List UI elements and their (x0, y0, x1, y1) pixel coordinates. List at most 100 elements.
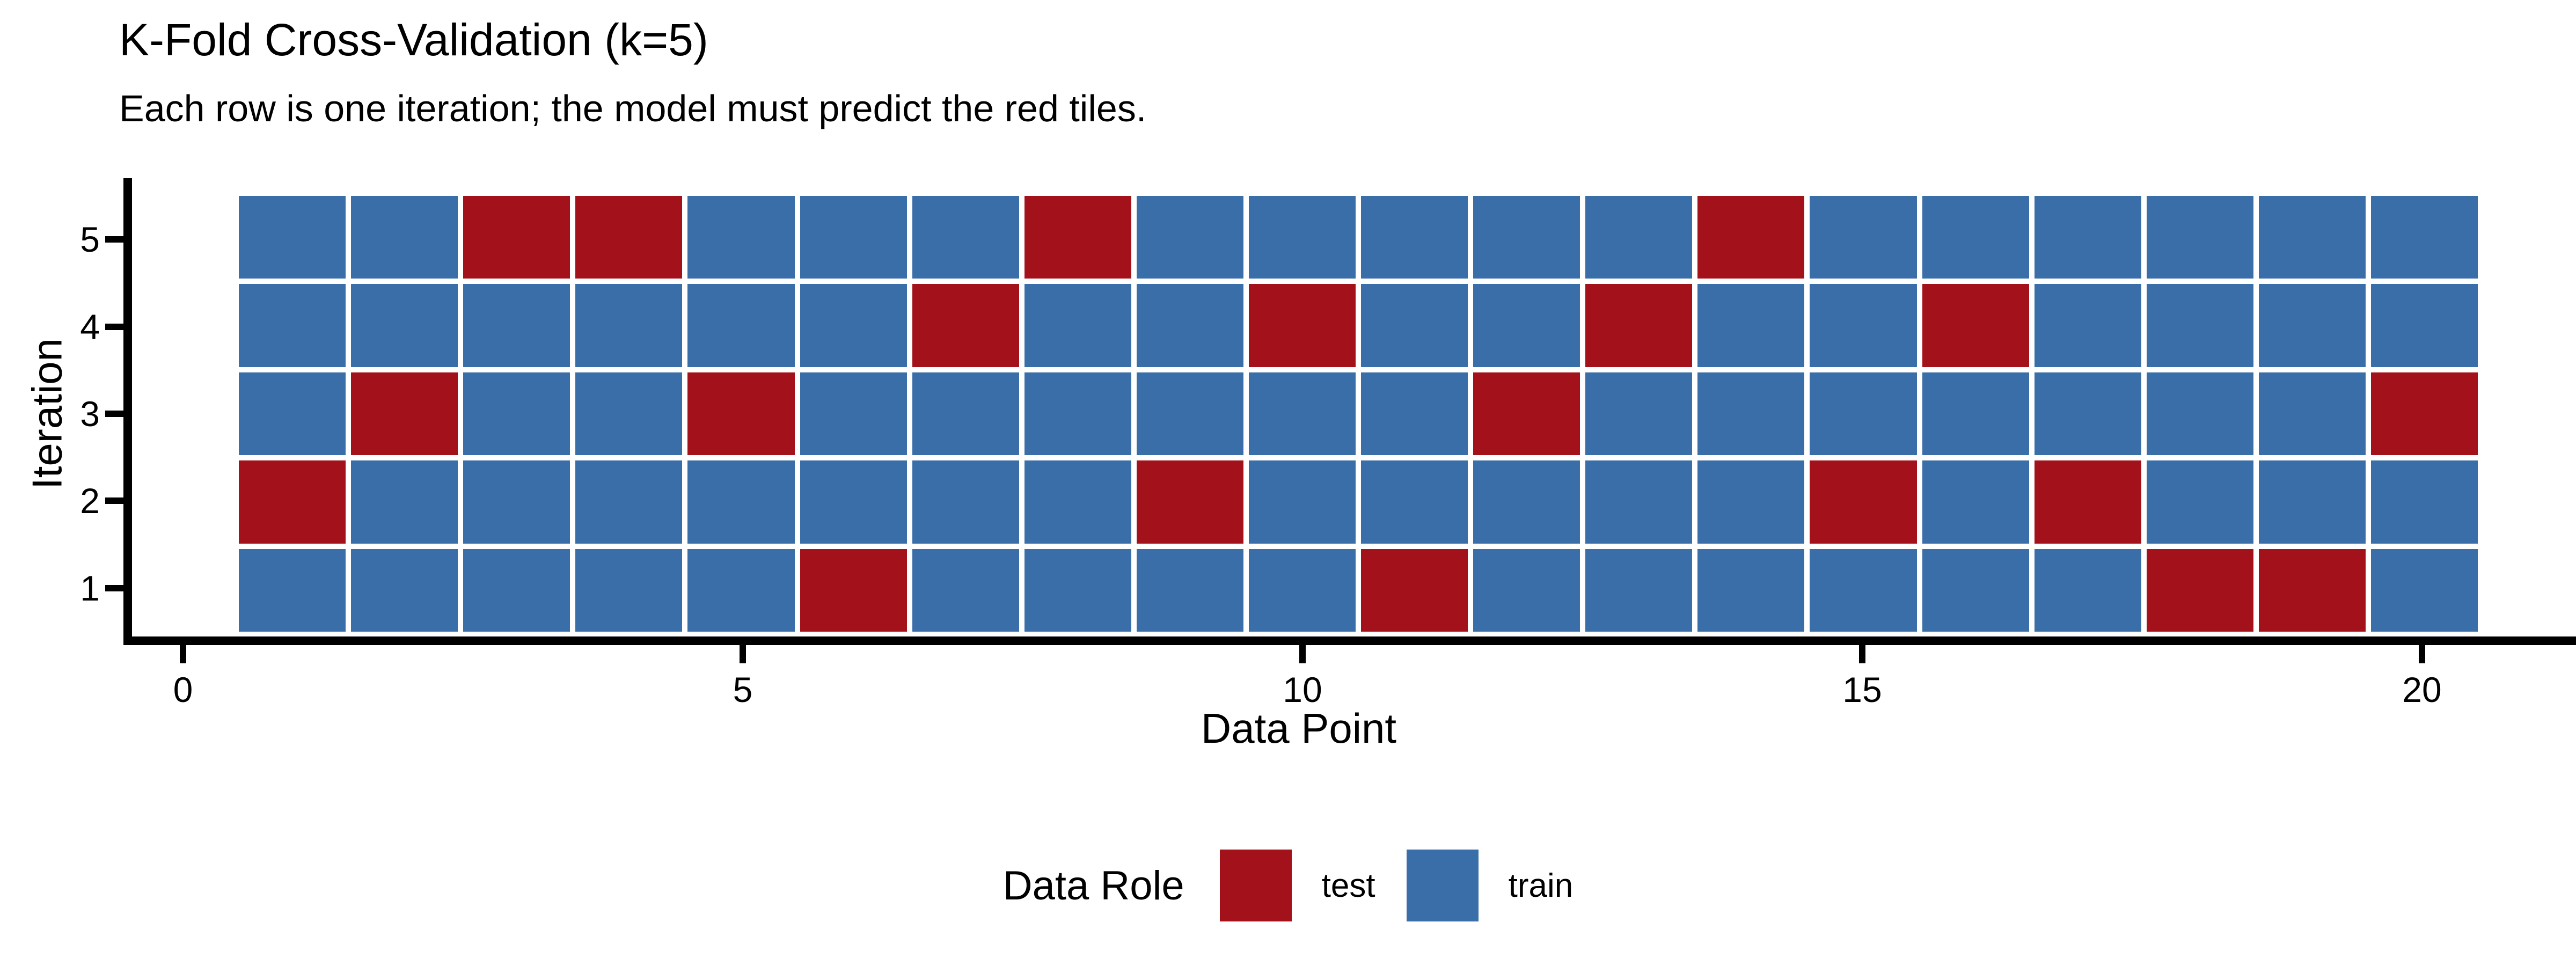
tile-iteration-2-point-10-train (1248, 460, 1356, 544)
tile-iteration-1-point-10-train (1248, 548, 1356, 632)
tile-iteration-4-point-14-train (1697, 284, 1805, 367)
tile-iteration-2-point-14-train (1697, 460, 1805, 544)
tile-iteration-4-point-1-train (239, 284, 346, 367)
y-tick-label-5: 5 (80, 219, 100, 260)
tile-iteration-4-point-8-train (1024, 284, 1131, 367)
tile-iteration-4-point-6-train (800, 284, 907, 367)
tile-iteration-1-point-6-test (800, 548, 907, 632)
x-tick-label-5: 5 (733, 670, 753, 709)
tile-iteration-3-point-14-train (1697, 372, 1805, 456)
x-tick-mark-10 (1299, 645, 1306, 663)
y-tick-mark-5 (105, 236, 123, 243)
tile-iteration-3-point-13-train (1585, 372, 1693, 456)
legend: Data Role test train (0, 847, 2576, 924)
tile-iteration-4-point-9-train (1136, 284, 1243, 367)
tile-iteration-5-point-20-train (2370, 196, 2478, 279)
tile-iteration-5-point-12-train (1473, 196, 1580, 279)
y-axis-line (123, 178, 132, 645)
tile-iteration-2-point-6-train (800, 460, 907, 544)
tile-iteration-1-point-18-test (2146, 548, 2253, 632)
tile-iteration-3-point-6-train (800, 372, 907, 456)
tile-iteration-3-point-3-train (463, 372, 570, 456)
legend-item-test: test (1219, 850, 1375, 921)
tile-iteration-5-point-11-train (1361, 196, 1468, 279)
y-tick-mark-1 (105, 584, 123, 591)
tile-iteration-4-point-20-train (2370, 284, 2478, 367)
tile-iteration-3-point-9-train (1136, 372, 1243, 456)
tile-iteration-2-point-18-train (2146, 460, 2253, 544)
tile-iteration-1-point-12-train (1473, 548, 1580, 632)
y-tick-mark-4 (105, 323, 123, 330)
tile-iteration-1-point-19-test (2258, 548, 2366, 632)
tile-iteration-1-point-3-train (463, 548, 570, 632)
tile-iteration-3-point-18-train (2146, 372, 2253, 456)
x-tick-mark-20 (2419, 645, 2425, 663)
tile-iteration-5-point-10-train (1248, 196, 1356, 279)
tile-iteration-1-point-4-train (575, 548, 683, 632)
heatmap-grid (239, 196, 2478, 632)
tile-iteration-5-point-18-train (2146, 196, 2253, 279)
tile-iteration-5-point-4-test (575, 196, 683, 279)
tile-iteration-3-point-10-train (1248, 372, 1356, 456)
tile-iteration-5-point-15-train (1810, 196, 1917, 279)
tile-iteration-5-point-8-test (1024, 196, 1131, 279)
tile-iteration-5-point-9-train (1136, 196, 1243, 279)
tile-iteration-5-point-14-test (1697, 196, 1805, 279)
tile-iteration-5-point-7-train (912, 196, 1019, 279)
tile-iteration-2-point-11-train (1361, 460, 1468, 544)
tile-iteration-1-point-15-train (1810, 548, 1917, 632)
tile-iteration-4-point-18-train (2146, 284, 2253, 367)
tile-iteration-3-point-11-train (1361, 372, 1468, 456)
tile-iteration-5-point-17-train (2034, 196, 2141, 279)
tile-iteration-3-point-17-train (2034, 372, 2141, 456)
tile-iteration-1-point-5-train (687, 548, 795, 632)
y-tick-label-2: 2 (80, 481, 100, 521)
x-tick-label-20: 20 (2402, 670, 2442, 709)
tile-iteration-1-point-14-train (1697, 548, 1805, 632)
tile-iteration-3-point-5-test (687, 372, 795, 456)
tile-iteration-1-point-20-train (2370, 548, 2478, 632)
x-tick-label-10: 10 (1283, 670, 1322, 709)
tile-iteration-2-point-9-test (1136, 460, 1243, 544)
tile-iteration-4-point-19-train (2258, 284, 2366, 367)
tile-iteration-2-point-13-train (1585, 460, 1693, 544)
y-tick-mark-3 (105, 411, 123, 417)
tile-iteration-4-point-11-train (1361, 284, 1468, 367)
tile-iteration-2-point-8-train (1024, 460, 1131, 544)
x-tick-mark-5 (740, 645, 746, 663)
tile-iteration-3-point-7-train (912, 372, 1019, 456)
tile-iteration-2-point-1-test (239, 460, 346, 544)
tile-iteration-3-point-1-train (239, 372, 346, 456)
tile-iteration-3-point-12-test (1473, 372, 1580, 456)
tile-iteration-3-point-15-train (1810, 372, 1917, 456)
tile-iteration-4-point-7-test (912, 284, 1019, 367)
legend-label-test: test (1321, 867, 1375, 904)
tile-iteration-4-point-16-test (1922, 284, 2029, 367)
tile-iteration-5-point-5-train (687, 196, 795, 279)
tile-iteration-2-point-4-train (575, 460, 683, 544)
legend-swatch-test-icon (1219, 850, 1292, 921)
tile-iteration-4-point-15-train (1810, 284, 1917, 367)
tile-iteration-1-point-11-test (1361, 548, 1468, 632)
tile-iteration-3-point-2-test (351, 372, 458, 456)
y-tick-mark-2 (105, 497, 123, 504)
tile-iteration-5-point-2-train (351, 196, 458, 279)
x-tick-mark-0 (180, 645, 186, 663)
tile-iteration-2-point-20-train (2370, 460, 2478, 544)
chart-title: K-Fold Cross-Validation (k=5) (119, 14, 708, 65)
tile-iteration-3-point-20-test (2370, 372, 2478, 456)
tile-iteration-2-point-19-train (2258, 460, 2366, 544)
tile-iteration-4-point-2-train (351, 284, 458, 367)
tile-iteration-5-point-3-test (463, 196, 570, 279)
tile-iteration-3-point-16-train (1922, 372, 2029, 456)
tile-iteration-1-point-17-train (2034, 548, 2141, 632)
chart-subtitle: Each row is one iteration; the model mus… (119, 87, 1147, 129)
y-tick-label-1: 1 (80, 568, 100, 608)
x-tick-mark-15 (1859, 645, 1865, 663)
tile-iteration-2-point-12-train (1473, 460, 1580, 544)
x-tick-label-0: 0 (173, 670, 193, 709)
tile-iteration-2-point-5-train (687, 460, 795, 544)
tile-iteration-1-point-7-train (912, 548, 1019, 632)
tile-iteration-5-point-6-train (800, 196, 907, 279)
